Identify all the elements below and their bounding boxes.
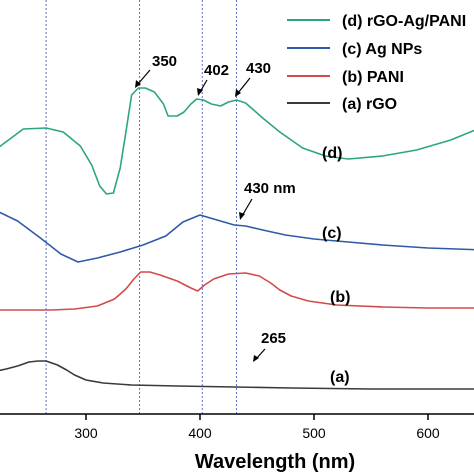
series-line-a	[0, 360, 474, 390]
x-tick-label-500: 500	[302, 425, 326, 441]
curve-label-c: (c)	[322, 225, 342, 242]
annotation-430-arrow	[237, 77, 251, 94]
legend-label-c: (c) Ag NPs	[342, 41, 422, 58]
annotation-265-label: 265	[261, 330, 286, 347]
x-tick-label-300: 300	[74, 425, 98, 441]
series-lines	[0, 87, 474, 390]
annotation-402: 402	[197, 62, 229, 96]
annotation-350-arrow	[137, 69, 151, 85]
reference-lines	[45, 0, 237, 414]
legend-label-d: (d) rGO-Ag/PANI	[342, 13, 466, 30]
annotation-402-arrowhead	[197, 88, 203, 96]
series-line-b	[0, 271, 474, 311]
curve-label-b: (b)	[330, 289, 350, 306]
annotation-350-label: 350	[152, 53, 177, 70]
series-line-d	[0, 87, 474, 195]
annotation-430-arrowhead	[235, 89, 241, 97]
annotation-402-label: 402	[204, 62, 229, 79]
legend: (d) rGO-Ag/PANI (c) Ag NPs (b) PANI (a) rGO	[287, 13, 466, 113]
annotation-430nm-arrow	[241, 198, 253, 217]
annotation-430nm-label: 430 nm	[244, 180, 296, 197]
annotations: 265 350 402 430 430 nm	[135, 53, 296, 362]
annotation-350-arrowhead	[135, 80, 141, 88]
annotation-430nm: 430 nm	[239, 180, 296, 220]
curve-label-a: (a)	[330, 369, 350, 386]
x-axis-label: Wavelength (nm)	[195, 451, 355, 473]
annotation-350: 350	[135, 53, 177, 88]
x-ticks: 300 400 500 600	[74, 414, 440, 441]
legend-label-a: (a) rGO	[342, 96, 397, 113]
series-line-c	[0, 211, 474, 263]
curve-label-d: (d)	[322, 145, 342, 162]
annotation-430nm-arrowhead	[239, 212, 245, 220]
legend-label-b: (b) PANI	[342, 69, 404, 86]
x-tick-label-600: 600	[416, 425, 440, 441]
annotation-265-arrowhead	[253, 355, 259, 362]
annotation-430-label: 430	[246, 60, 271, 77]
x-tick-label-400: 400	[188, 425, 212, 441]
annotation-430: 430	[235, 60, 271, 97]
annotation-265: 265	[253, 330, 286, 362]
curve-labels: (d) (c) (b) (a)	[322, 145, 350, 386]
